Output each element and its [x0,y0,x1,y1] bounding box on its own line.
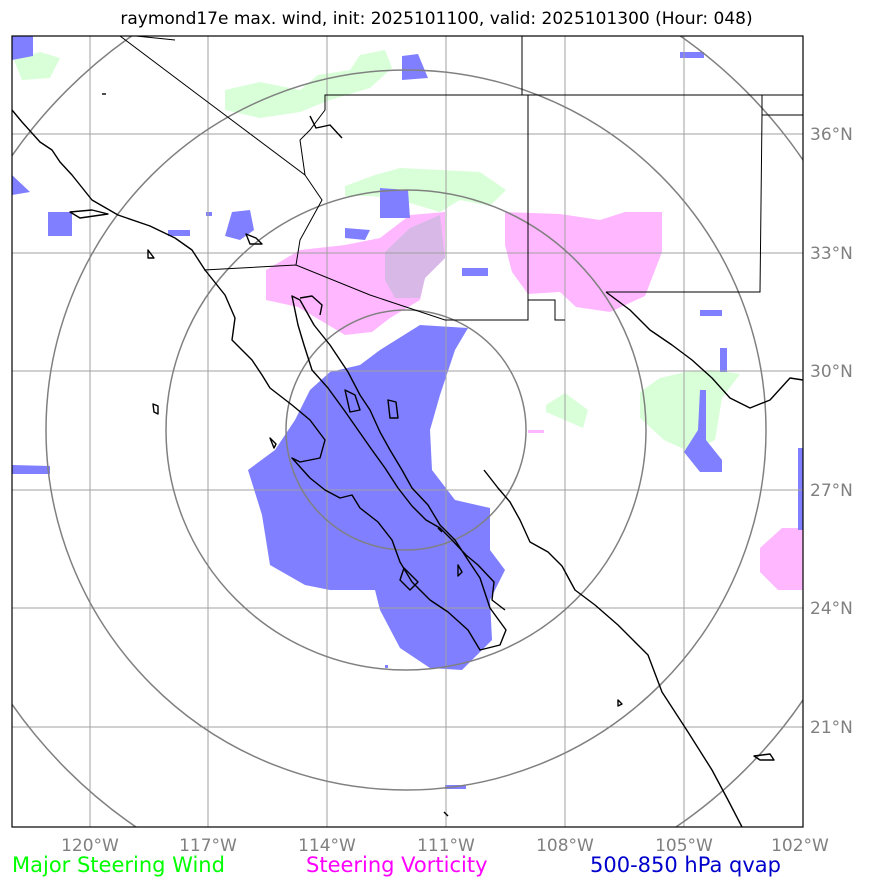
lon-tick-labels: 120°W 117°W 114°W 111°W 108°W 105°W 102°… [61,836,829,856]
lon-tick-120w: 120°W [61,836,119,856]
map-title: raymond17e max. wind, init: 2025101100, … [120,9,753,29]
lon-tick-114w: 114°W [298,836,356,856]
overlap-area [385,215,445,298]
lat-tick-36n: 36°N [810,125,853,145]
lat-tick-27n: 27°N [810,481,853,501]
lat-tick-labels: 36°N 33°N 30°N 27°N 24°N 21°N [810,125,853,738]
qvap-areas [12,36,803,789]
lon-tick-111w: 111°W [417,836,475,856]
lon-tick-117w: 117°W [179,836,237,856]
lon-tick-102w: 102°W [771,836,829,856]
lat-tick-30n: 30°N [810,362,853,382]
legend-steering-wind: Major Steering Wind [12,853,225,877]
lon-tick-108w: 108°W [536,836,594,856]
legend-steering-vorticity: Steering Vorticity [306,853,488,877]
lat-tick-24n: 24°N [810,599,853,619]
graticule [12,36,803,827]
legend-qvap: 500-850 hPa qvap [590,853,781,877]
lat-tick-33n: 33°N [810,244,853,264]
borders [119,36,803,321]
lon-tick-105w: 105°W [655,836,713,856]
coastlines [12,93,803,827]
map-frame [11,35,804,828]
lat-tick-21n: 21°N [810,718,853,738]
